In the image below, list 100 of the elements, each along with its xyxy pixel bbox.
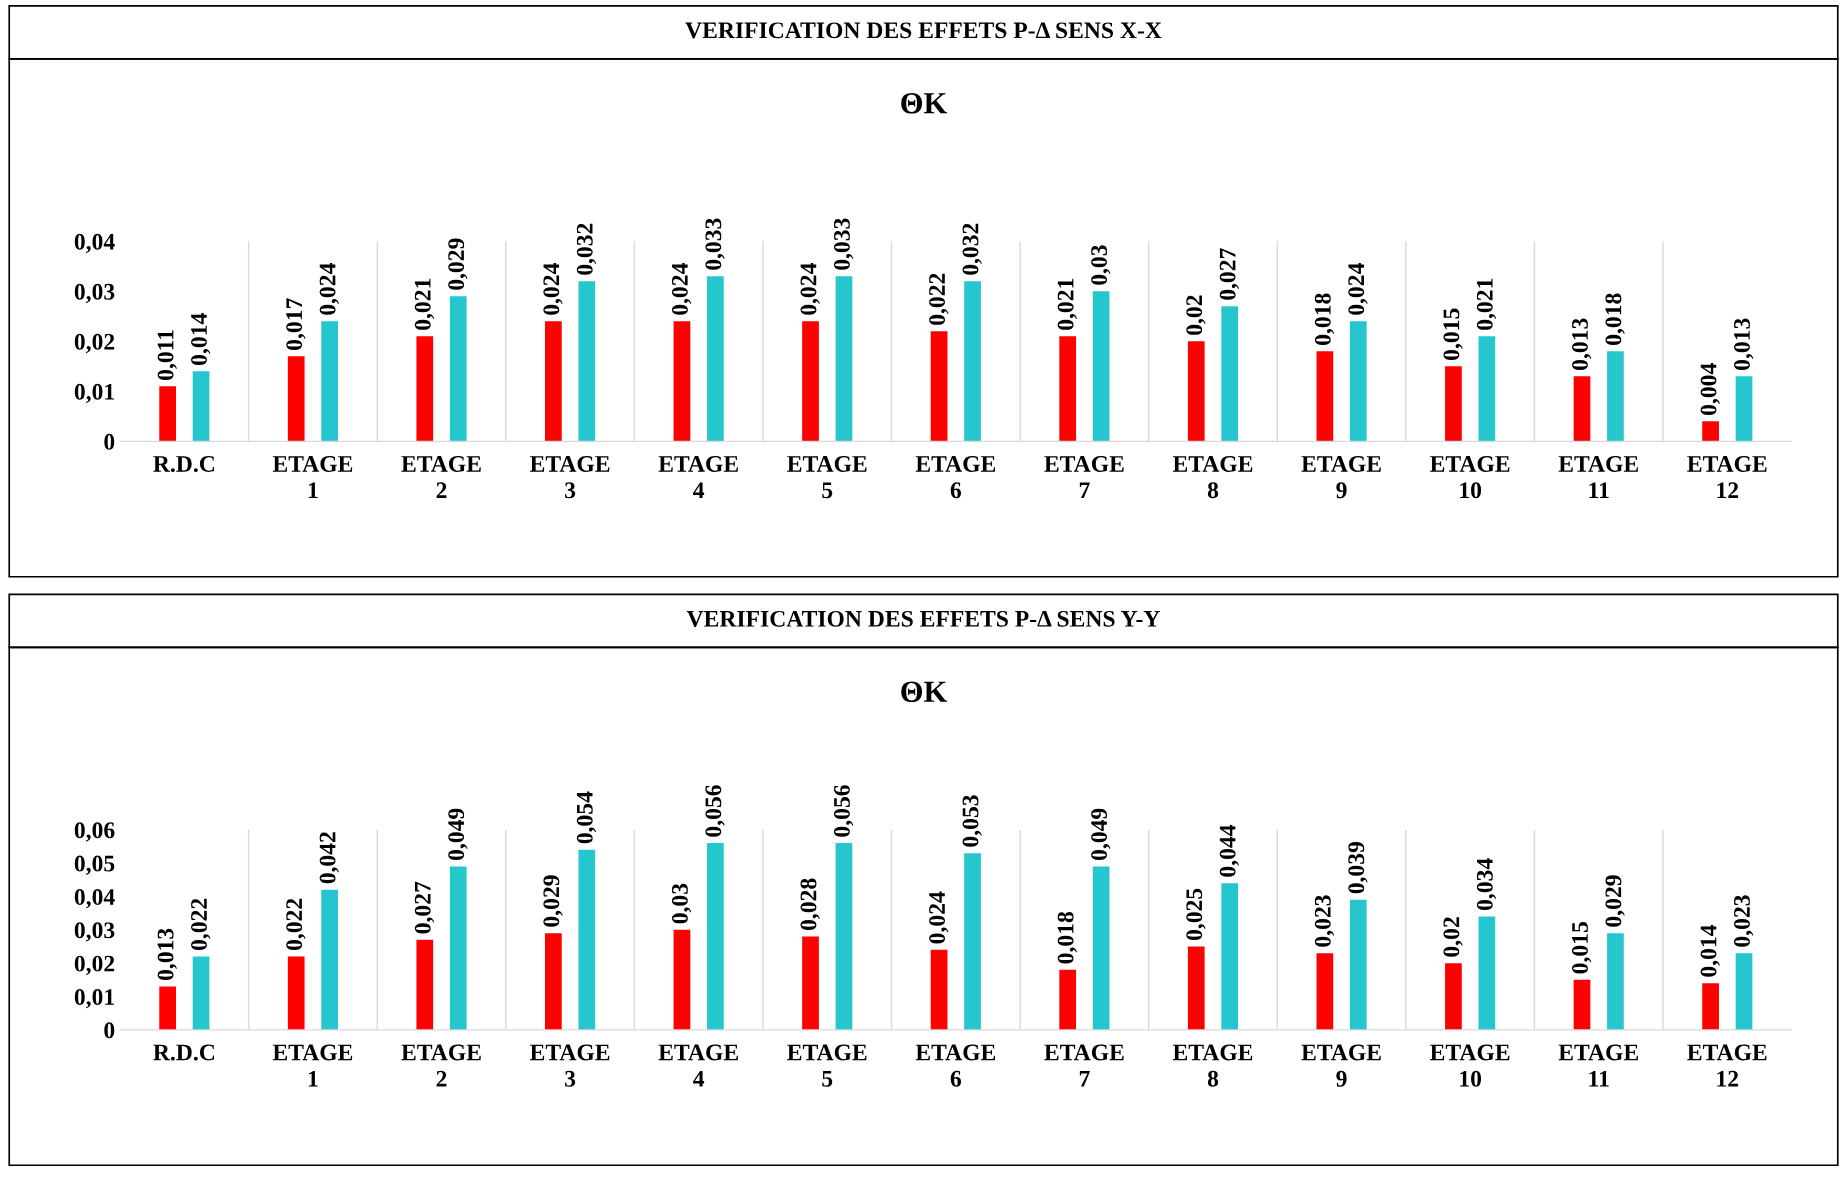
- data-label: 0,013: [157, 928, 177, 981]
- x-tick-label: R.D.C: [153, 1044, 215, 1061]
- data-label: 0,023: [1733, 895, 1754, 947]
- x-tick-label: ETAGE 4: [658, 456, 738, 498]
- x-tick-label: ETAGE 11: [1558, 456, 1638, 498]
- data-label: 0,021: [1476, 278, 1497, 330]
- data-label: 0,054: [576, 791, 597, 844]
- bar: [1059, 336, 1077, 442]
- bar: [1187, 946, 1205, 1030]
- bar: [835, 843, 853, 1030]
- data-label: 0,021: [414, 278, 435, 330]
- y-tick-label: 0,04: [74, 233, 115, 254]
- data-label: 0,013: [1733, 318, 1754, 370]
- x-tick-label: ETAGE 3: [530, 456, 610, 499]
- bar: [545, 321, 562, 442]
- bar: [930, 949, 948, 1030]
- bar: [1735, 376, 1753, 442]
- data-label: 0,033: [833, 218, 854, 270]
- data-label: 0,015: [1571, 922, 1592, 974]
- data-label: 0,024: [929, 891, 949, 944]
- data-label: 0,028: [800, 878, 820, 931]
- x-tick-label: ETAGE 12: [1687, 456, 1767, 498]
- data-label: 0,033: [705, 218, 725, 270]
- y-tick-label: 0,01: [74, 383, 114, 404]
- bar: [1059, 969, 1077, 1030]
- data-label: 0,022: [191, 898, 211, 951]
- x-tick-label: ETAGE 2: [401, 1044, 481, 1087]
- data-label: 0,042: [319, 832, 339, 884]
- bar: [930, 331, 948, 442]
- y-tick-label: 0,05: [74, 855, 115, 875]
- bar: [1316, 351, 1334, 442]
- x-tick-label: ETAGE 7: [1044, 1044, 1124, 1087]
- bar: [802, 321, 819, 442]
- x-tick-label: ETAGE 4: [658, 1044, 738, 1087]
- bar: [835, 276, 853, 442]
- data-label: 0,02: [1443, 917, 1463, 957]
- x-tick-label: R.D.C: [153, 456, 215, 472]
- data-label: 0,056: [833, 785, 854, 837]
- x-tick-label: ETAGE 11: [1558, 1044, 1638, 1087]
- x-tick-label: ETAGE 10: [1430, 1044, 1510, 1087]
- bar: [1349, 899, 1367, 1030]
- bar: [1607, 351, 1624, 442]
- data-label: 0,029: [448, 238, 468, 290]
- bar: [159, 986, 176, 1030]
- bar: [192, 956, 210, 1030]
- bar: [1573, 376, 1591, 442]
- y-tick-label: 0,02: [74, 955, 115, 976]
- data-label: 0,044: [1219, 824, 1240, 877]
- data-label: 0,024: [800, 263, 820, 315]
- bar: [1221, 883, 1239, 1030]
- bar: [1187, 341, 1205, 442]
- data-label: 0,039: [1348, 841, 1368, 894]
- data-label: 0,02: [1186, 295, 1206, 335]
- x-tick-label: ETAGE 1: [272, 1044, 353, 1087]
- x-tick-label: ETAGE 5: [787, 456, 867, 499]
- data-label: 0,024: [671, 263, 692, 315]
- x-tick-label: ETAGE 7: [1044, 456, 1124, 498]
- bar: [673, 321, 691, 442]
- bar: [1445, 963, 1462, 1030]
- y-tick-label: 0,06: [74, 822, 115, 842]
- data-label: 0,03: [671, 883, 692, 924]
- bar: [1092, 866, 1110, 1030]
- data-label: 0,024: [319, 263, 339, 315]
- data-label: 0,004: [1700, 363, 1720, 415]
- bar: [1092, 291, 1110, 442]
- data-label: 0,013: [1571, 318, 1592, 370]
- bar: [449, 296, 467, 442]
- x-tick-label: ETAGE 5: [787, 1044, 867, 1087]
- y-tick-label: 0,01: [74, 989, 114, 1009]
- x-tick-label: ETAGE 9: [1301, 456, 1381, 499]
- x-tick-label: ETAGE 6: [915, 1044, 996, 1087]
- data-label: 0,03: [1091, 245, 1111, 285]
- bar: [287, 956, 305, 1030]
- data-label: 0,022: [286, 898, 306, 951]
- data-label: 0,029: [543, 875, 563, 927]
- y-tick-label: 0,03: [74, 283, 115, 304]
- data-label: 0,024: [543, 263, 563, 315]
- bar: [192, 371, 210, 442]
- bar: [1607, 933, 1624, 1030]
- bar: [416, 336, 434, 442]
- y-tick-label: 0,02: [74, 333, 115, 354]
- bar: [321, 321, 338, 442]
- bar: [673, 929, 691, 1030]
- bar: [545, 933, 562, 1030]
- bar: [802, 936, 819, 1030]
- x-tick-label: ETAGE 10: [1430, 456, 1510, 499]
- bar: [321, 889, 338, 1030]
- data-label: 0,034: [1476, 858, 1497, 911]
- x-tick-label: ETAGE 8: [1172, 1044, 1253, 1087]
- bar: [1735, 953, 1753, 1030]
- bar: [1478, 336, 1496, 442]
- data-label: 0,018: [1605, 293, 1625, 345]
- bar: [578, 849, 596, 1030]
- data-label: 0,023: [1314, 895, 1335, 947]
- y-tick-label: 0,04: [74, 888, 115, 909]
- data-label: 0,049: [1091, 808, 1111, 861]
- chart-title: VERIFICATION DES EFFETS P-Δ SENS X-X: [685, 22, 1162, 39]
- data-label: 0,025: [1186, 888, 1206, 941]
- bar: [578, 281, 596, 442]
- y-tick-label: 0: [104, 1022, 115, 1039]
